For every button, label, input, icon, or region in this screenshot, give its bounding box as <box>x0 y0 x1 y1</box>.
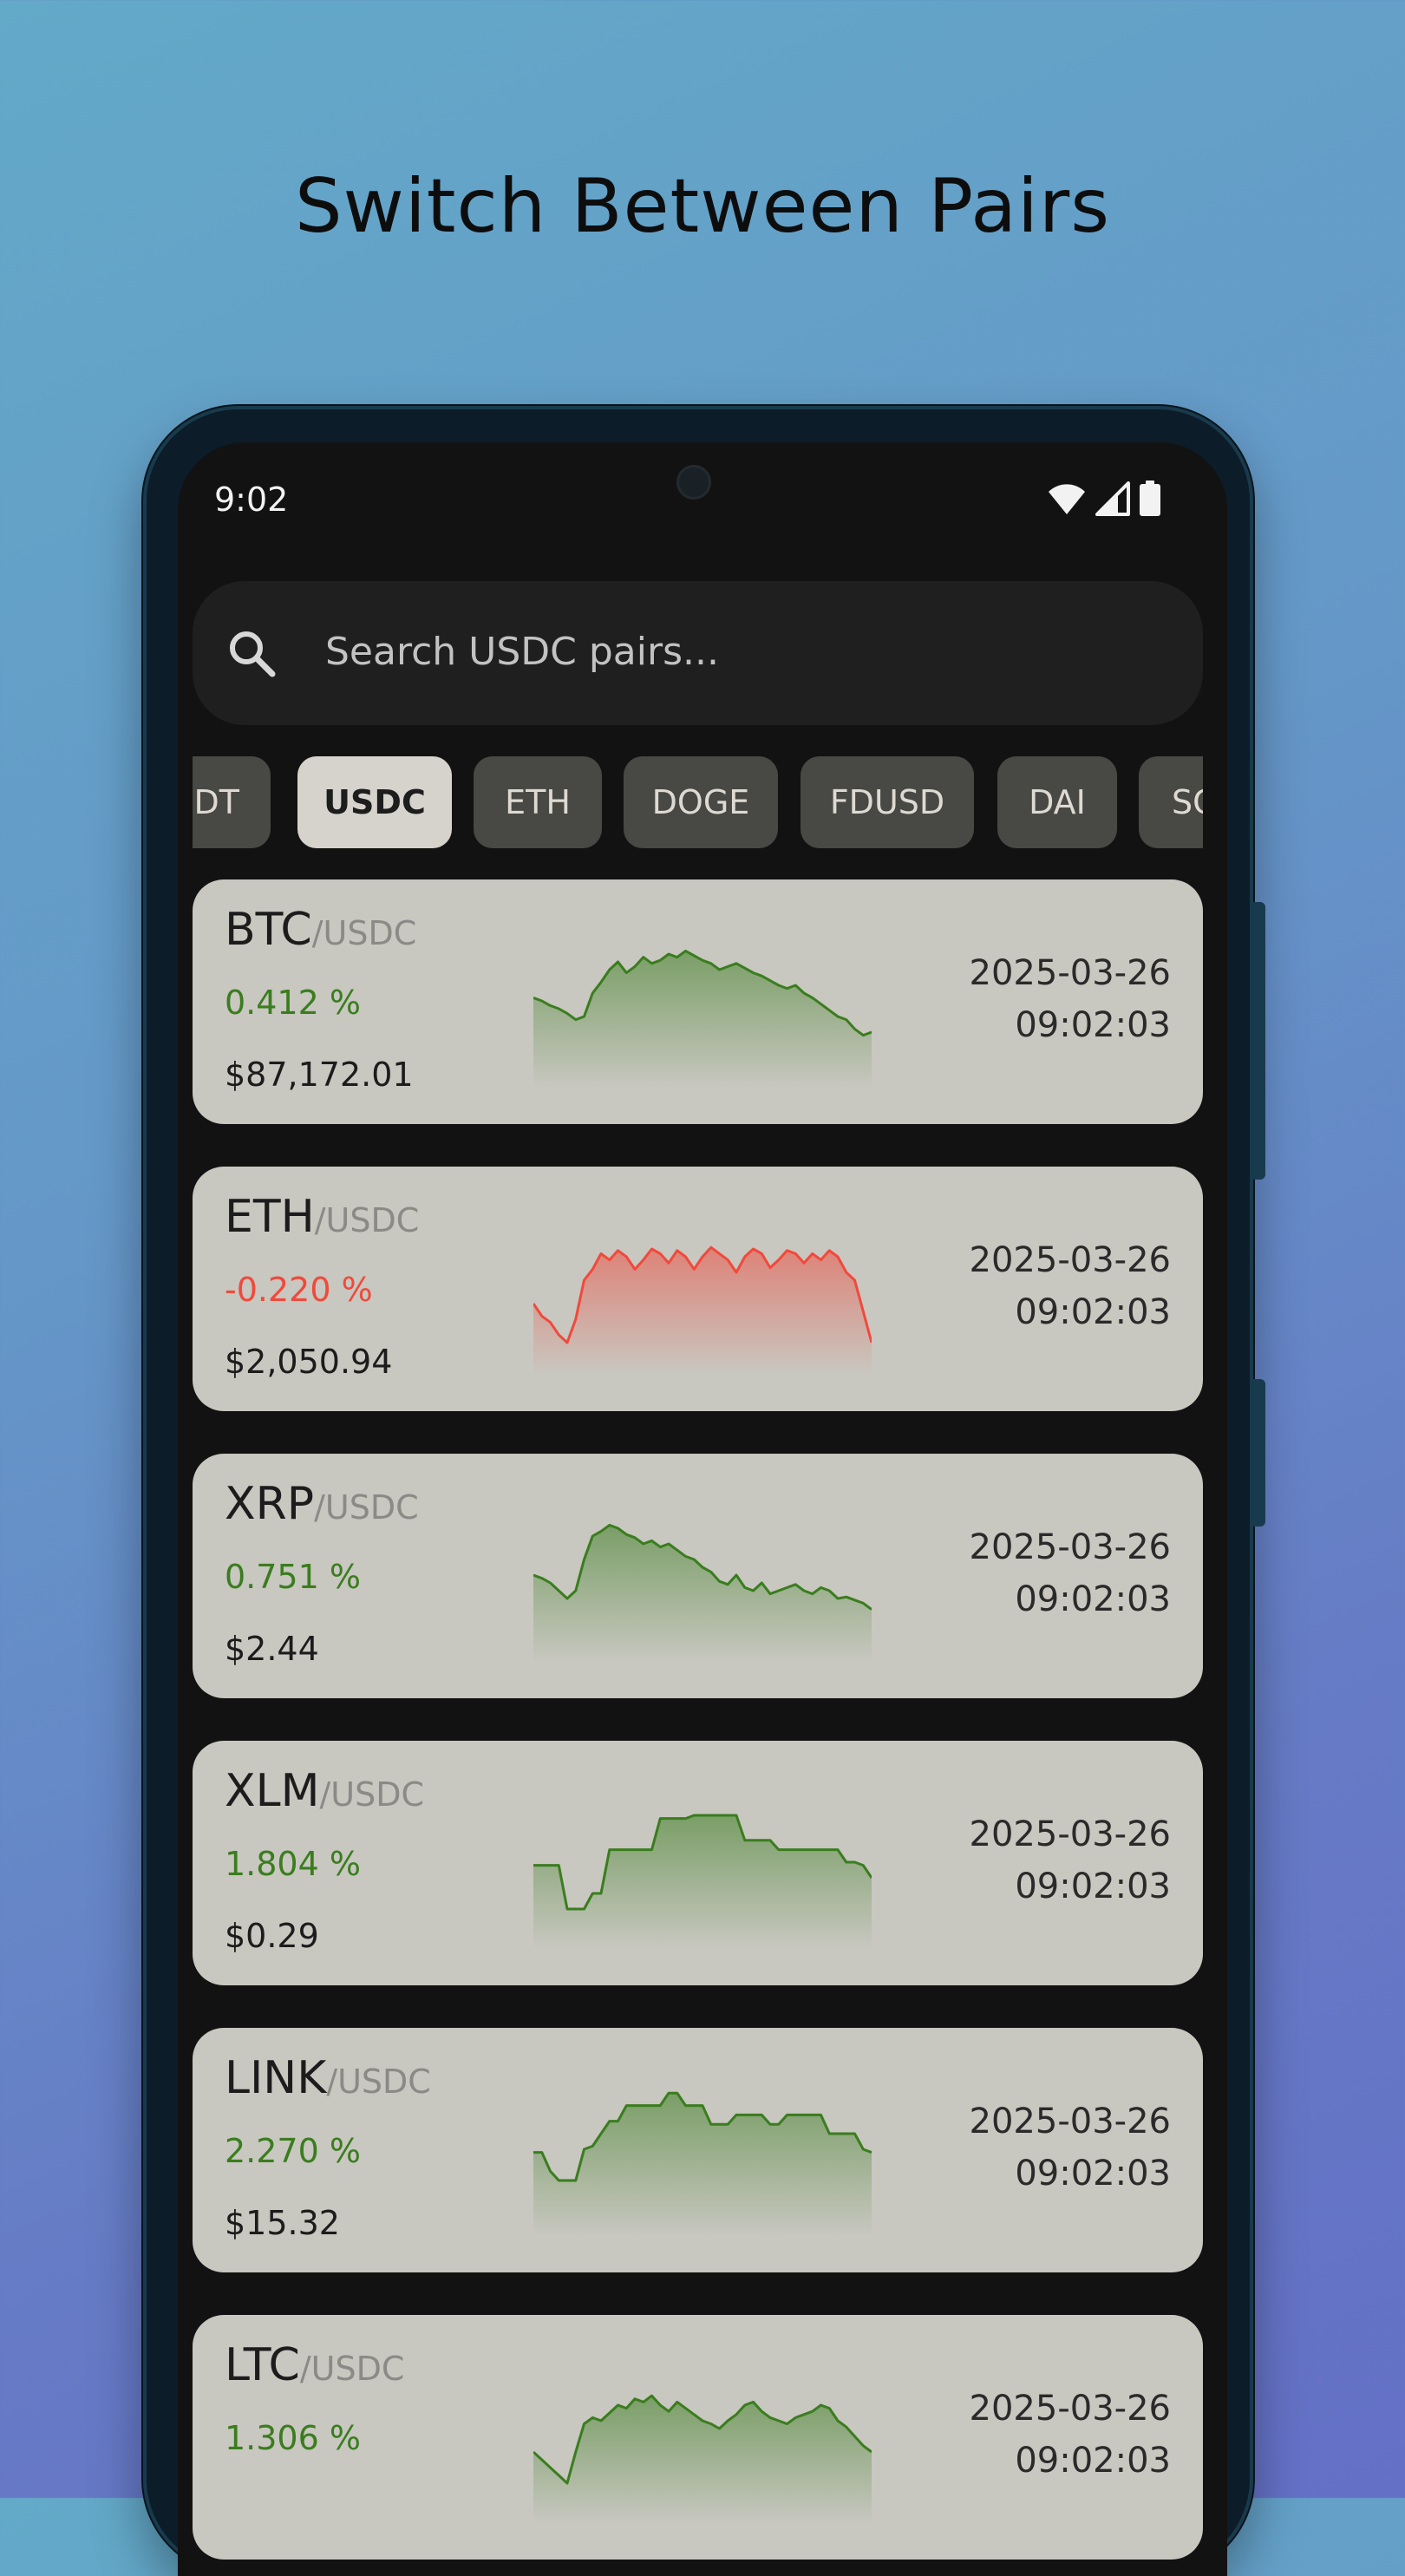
chip-fdusd[interactable]: FDUSD <box>801 756 974 848</box>
search-icon <box>230 631 276 677</box>
last-price: $2,050.94 <box>225 1343 393 1381</box>
pair-name: BTC/USDC <box>225 904 416 956</box>
update-timestamp: 2025-03-26 09:02:03 <box>970 2095 1171 2200</box>
quote-asset: /USDC <box>314 1488 419 1527</box>
chip-label: DOGE <box>651 783 750 821</box>
update-time: 09:02:03 <box>1015 1005 1171 1045</box>
chip-label: USDC <box>323 783 426 821</box>
price-change: 1.306 % <box>225 2419 361 2457</box>
volume-button <box>1253 1379 1265 1527</box>
sparkline-area <box>533 2396 872 2523</box>
base-asset: BTC <box>225 904 312 956</box>
update-timestamp: 2025-03-26 09:02:03 <box>970 947 1171 1051</box>
chip-doge[interactable]: DOGE <box>624 756 778 848</box>
update-date: 2025-03-26 <box>969 2102 1171 2141</box>
price-sparkline <box>533 2091 872 2236</box>
base-asset: XRP <box>225 1478 315 1530</box>
pair-card[interactable]: ETH/USDC -0.220 % $2,050.94 2025-03-26 09:02… <box>193 1167 1203 1411</box>
sparkline-area <box>533 2093 872 2236</box>
pair-card[interactable]: LINK/USDC 2.270 % $15.32 2025-03-26 09:02:03 <box>193 2028 1203 2272</box>
sparkline-area <box>533 1525 872 1662</box>
chip-label: SDT <box>193 783 239 821</box>
update-date: 2025-03-26 <box>969 1240 1171 1280</box>
quote-asset: /USDC <box>299 2350 405 2388</box>
price-change: 0.751 % <box>225 1558 361 1596</box>
chip-label: ETH <box>505 783 571 821</box>
front-camera <box>676 465 711 500</box>
price-sparkline <box>533 1523 872 1662</box>
price-sparkline <box>533 1814 872 1949</box>
update-date: 2025-03-26 <box>969 1814 1171 1854</box>
chip-label: SC <box>1172 783 1203 821</box>
price-change: 1.804 % <box>225 1845 361 1883</box>
base-asset: LINK <box>225 2052 327 2104</box>
pair-card[interactable]: LTC/USDC 1.306 % 2025-03-26 09:02:03 <box>193 2315 1203 2560</box>
status-icons <box>1047 481 1161 517</box>
update-date: 2025-03-26 <box>969 2389 1171 2429</box>
pair-name: LINK/USDC <box>225 2052 431 2104</box>
base-asset: LTC <box>225 2339 300 2391</box>
chip-label: DAI <box>1029 783 1086 821</box>
update-time: 09:02:03 <box>1015 2154 1171 2194</box>
update-date: 2025-03-26 <box>969 1527 1171 1567</box>
update-time: 09:02:03 <box>1015 2441 1171 2481</box>
update-date: 2025-03-26 <box>969 953 1171 993</box>
last-price: $87,172.01 <box>225 1056 414 1094</box>
pair-card[interactable]: XRP/USDC 0.751 % $2.44 2025-03-26 09:02:03 <box>193 1454 1203 1698</box>
update-timestamp: 2025-03-26 09:02:03 <box>970 1808 1171 1912</box>
promo-headline: Switch Between Pairs <box>294 163 1111 250</box>
price-sparkline <box>533 1246 872 1375</box>
pair-card[interactable]: XLM/USDC 1.804 % $0.29 2025-03-26 09:02:03 <box>193 1741 1203 1985</box>
sparkline-line <box>533 1814 872 1911</box>
quote-asset: /USDC <box>311 914 417 952</box>
update-timestamp: 2025-03-26 09:02:03 <box>970 1234 1171 1338</box>
sparkline-area <box>533 1247 872 1375</box>
price-sparkline <box>533 2394 872 2523</box>
quote-asset: /USDC <box>326 2063 431 2101</box>
update-timestamp: 2025-03-26 09:02:03 <box>970 1521 1171 1625</box>
quote-asset-tabs: SDT USDC ETH DOGE FDUSD DAI SC <box>193 756 1203 850</box>
sparkline-line <box>533 1523 872 1611</box>
last-price: $15.32 <box>225 2204 340 2242</box>
update-timestamp: 2025-03-26 09:02:03 <box>970 2383 1171 2487</box>
search-bar[interactable]: Search USDC pairs... <box>193 581 1203 725</box>
search-input[interactable]: Search USDC pairs... <box>325 630 719 674</box>
update-time: 09:02:03 <box>1015 1579 1171 1619</box>
chip-usdc[interactable]: USDC <box>297 756 452 848</box>
wifi-icon <box>1049 484 1085 514</box>
quote-asset: /USDC <box>319 1775 424 1814</box>
price-change: -0.220 % <box>225 1271 373 1309</box>
update-time: 09:02:03 <box>1015 1867 1171 1906</box>
sparkline-area <box>533 1815 872 1949</box>
sparkline-line <box>533 2091 872 2182</box>
chip-sc[interactable]: SC <box>1139 756 1203 848</box>
sparkline-line <box>533 949 872 1037</box>
sparkline-area <box>533 951 872 1088</box>
pair-name: XLM/USDC <box>225 1765 424 1817</box>
base-asset: ETH <box>225 1191 315 1243</box>
power-button <box>1253 902 1265 1180</box>
chip-label: FDUSD <box>829 783 945 821</box>
signal-icon <box>1095 481 1130 516</box>
sparkline-line <box>533 1246 872 1344</box>
app-screen: 9:02 Search USDC pairs... SDT USDC ETH D… <box>178 442 1227 2576</box>
pair-name: LTC/USDC <box>225 2339 404 2391</box>
price-sparkline <box>533 949 872 1088</box>
price-change: 0.412 % <box>225 984 361 1022</box>
update-time: 09:02:03 <box>1015 1292 1171 1332</box>
pair-card[interactable]: BTC/USDC 0.412 % $87,172.01 2025-03-26 09:02… <box>193 879 1203 1124</box>
chip-dai[interactable]: DAI <box>997 756 1117 848</box>
sparkline-line <box>533 2394 872 2485</box>
pair-name: ETH/USDC <box>225 1191 419 1243</box>
last-price: $0.29 <box>225 1917 319 1955</box>
last-price: $2.44 <box>225 1630 319 1668</box>
pair-name: XRP/USDC <box>225 1478 419 1530</box>
price-change: 2.270 % <box>225 2132 361 2170</box>
chip-eth[interactable]: ETH <box>474 756 602 848</box>
battery-icon <box>1140 481 1160 516</box>
status-time: 9:02 <box>214 481 289 519</box>
base-asset: XLM <box>225 1765 320 1817</box>
quote-asset: /USDC <box>314 1201 420 1239</box>
chip-usdt[interactable]: SDT <box>193 756 271 848</box>
